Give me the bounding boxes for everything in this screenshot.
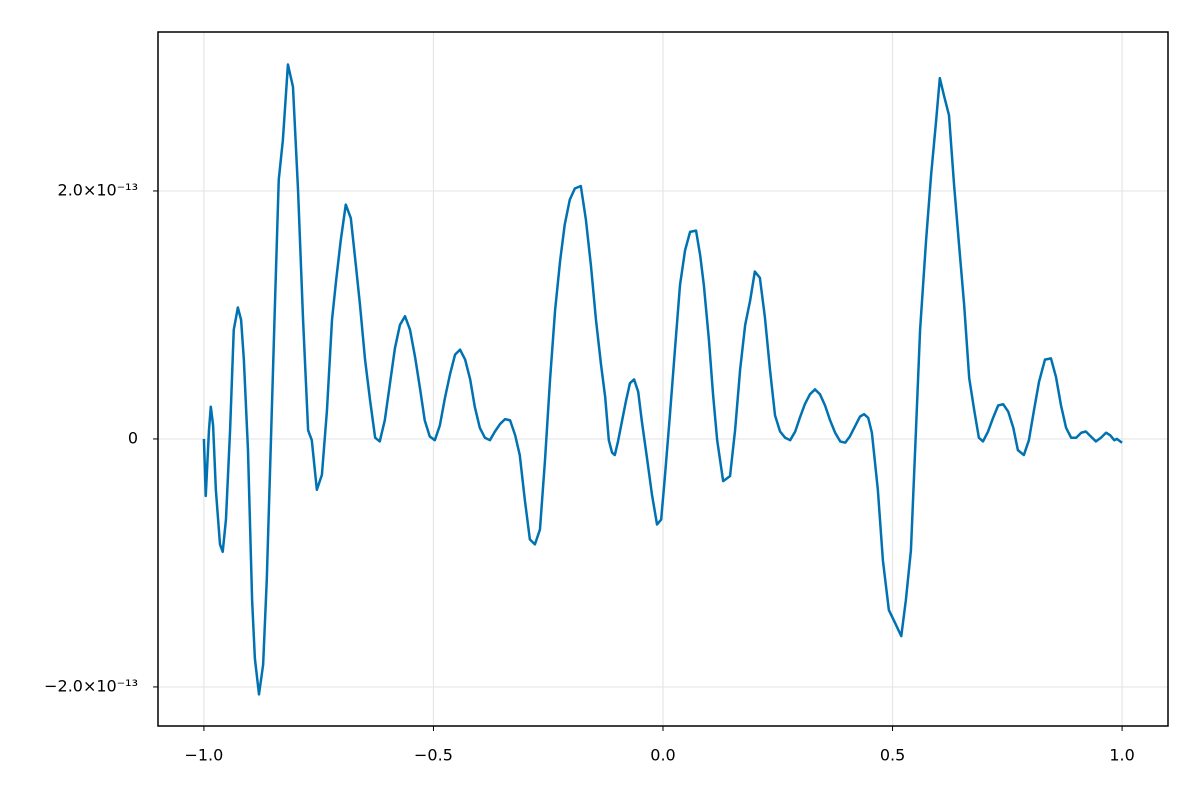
x-tick-label: 0.5	[880, 746, 905, 765]
ticks: −1.0 −0.5 0.0 0.5 1.0 −2.0×10⁻¹³ 0 2.0×10⁻¹³	[44, 180, 1135, 764]
plot	[202, 63, 1123, 696]
y-tick-label: 0	[128, 428, 138, 447]
grid	[158, 32, 1168, 726]
line-series	[202, 63, 1123, 696]
y-tick-label: −2.0×10⁻¹³	[44, 676, 138, 695]
x-tick-label: −0.5	[414, 746, 453, 765]
x-tick-label: −1.0	[184, 746, 223, 765]
x-tick-label: 1.0	[1109, 746, 1134, 765]
x-tick-label: 0.0	[650, 746, 675, 765]
y-tick-label: 2.0×10⁻¹³	[58, 180, 138, 199]
